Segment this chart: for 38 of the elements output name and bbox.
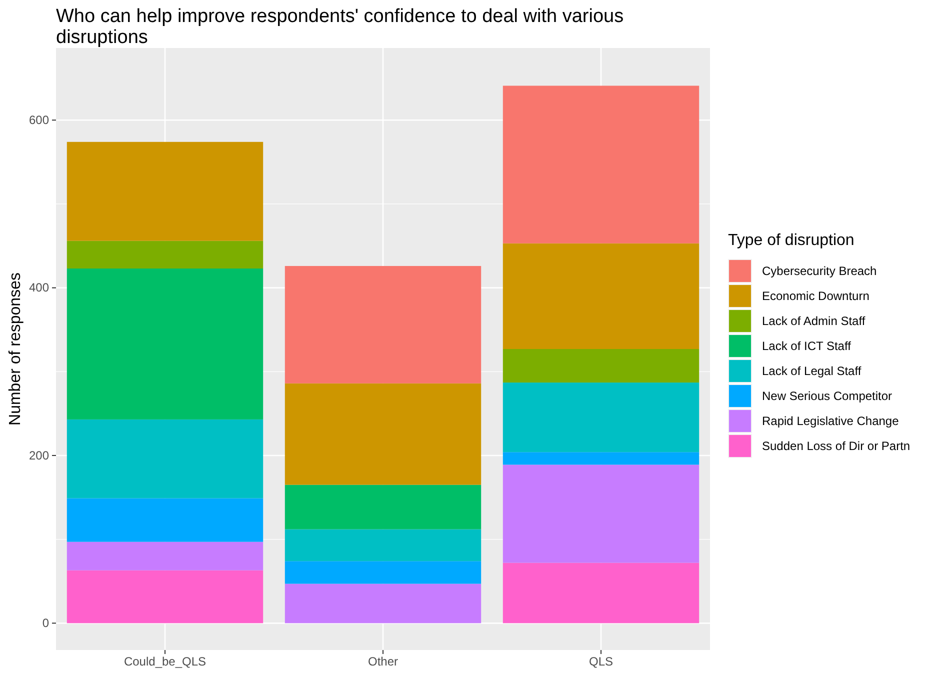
- legend-label: Economic Downturn: [762, 289, 870, 303]
- bar: [66, 542, 264, 570]
- x-tick-label: Other: [368, 654, 398, 669]
- y-tick-label: 600: [28, 112, 50, 127]
- bar: [502, 86, 700, 244]
- bar: [502, 349, 700, 383]
- legend-label: Lack of Legal Staff: [762, 364, 862, 378]
- legend-label: New Serious Competitor: [762, 389, 892, 403]
- bar: [284, 266, 482, 384]
- bar: [284, 484, 482, 530]
- bar: [502, 243, 700, 349]
- bar: [502, 382, 700, 452]
- y-axis-title: Number of responses: [7, 272, 24, 426]
- x-tick-label: Could_be_QLS: [124, 654, 206, 669]
- legend-label: Sudden Loss of Dir or Partn: [762, 439, 910, 453]
- bar: [502, 464, 700, 563]
- bar: [66, 142, 264, 241]
- y-tick-label: 400: [28, 280, 50, 295]
- chart-title: Who can help improve respondents' confidence to deal with various disruptions: [56, 6, 624, 48]
- bar: [284, 561, 482, 584]
- bar: [66, 268, 264, 420]
- bar: [284, 529, 482, 562]
- legend-title: Type of disruption: [728, 232, 854, 249]
- bar: [66, 240, 264, 269]
- bar: [66, 419, 264, 498]
- x-tick-label: QLS: [588, 654, 614, 669]
- bar: [284, 584, 482, 624]
- legend-label: Cybersecurity Breach: [762, 264, 877, 278]
- bar: [502, 452, 700, 465]
- bar: [284, 383, 482, 485]
- y-tick-label: 0: [42, 616, 50, 630]
- legend-label: Lack of ICT Staff: [762, 339, 852, 353]
- legend-label: Lack of Admin Staff: [762, 314, 866, 328]
- bar: [66, 570, 264, 624]
- bar: [502, 562, 700, 624]
- bar: [66, 498, 264, 542]
- legend-label: Rapid Legislative Change: [762, 414, 900, 428]
- y-tick-label: 200: [28, 448, 50, 462]
